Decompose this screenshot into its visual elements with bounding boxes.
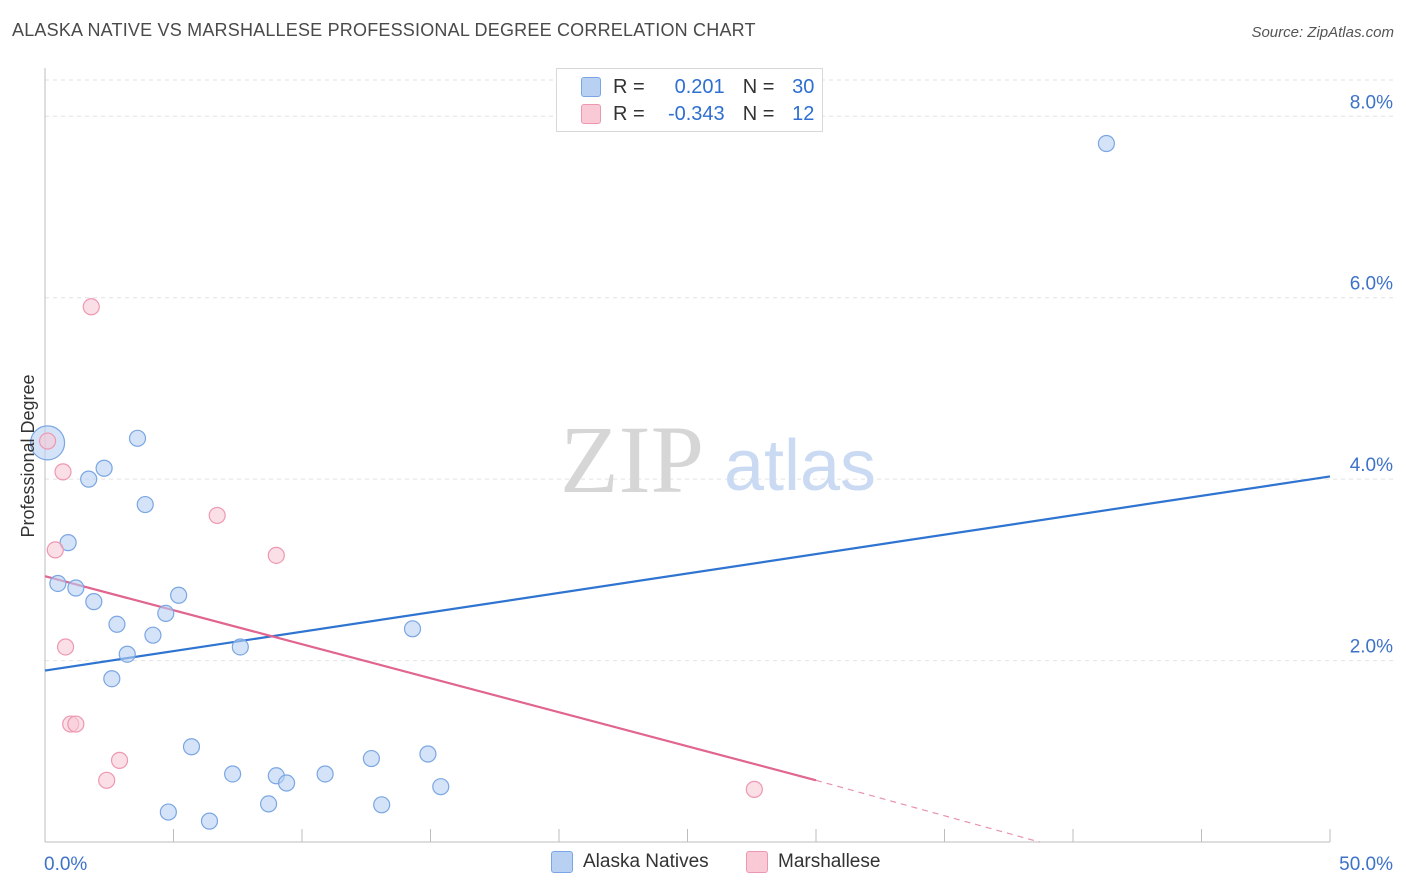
- series-legend: Alaska Natives Marshallese: [0, 851, 1406, 877]
- trend-line-alaska-natives: [44, 475, 1331, 672]
- legend-label-alaska-natives: Alaska Natives: [583, 851, 709, 872]
- legend-swatch-blue: [581, 77, 601, 97]
- legend-label-marshallese: Marshallese: [778, 851, 881, 872]
- point-alaska-natives: [103, 670, 121, 688]
- point-alaska-natives: [59, 534, 77, 552]
- x-tick-label-max: 50.0%: [1339, 854, 1393, 875]
- legend-row-alaska-natives: R = 0.201 N = 30: [581, 74, 814, 100]
- point-alaska-natives: [200, 812, 219, 830]
- point-alaska-natives: [49, 574, 67, 593]
- data-points: [29, 134, 1116, 830]
- point-alaska-natives: [157, 604, 175, 623]
- source-label: Source: ZipAtlas.com: [1251, 24, 1394, 41]
- chart-title: ALASKA NATIVE VS MARSHALLESE PROFESSIONA…: [12, 20, 756, 40]
- watermark: ZIP atlas: [560, 406, 876, 513]
- legend-n-value: 30: [792, 75, 815, 98]
- point-alaska-natives: [144, 626, 162, 644]
- correlation-legend: R = 0.201 N = 30 R = -0.343 N = 12: [556, 68, 823, 132]
- point-alaska-natives: [277, 774, 296, 792]
- point-marshallese: [745, 780, 763, 798]
- point-alaska-natives: [403, 620, 422, 638]
- trend-line-marshallese-extension: [815, 779, 1040, 843]
- legend-item-marshallese[interactable]: Marshallese: [746, 851, 880, 873]
- trend-lines: [44, 475, 1331, 843]
- y-tick-label: 4.0%: [1350, 455, 1393, 476]
- point-alaska-natives: [159, 803, 177, 821]
- point-alaska-natives: [170, 586, 188, 604]
- point-marshallese: [82, 298, 100, 316]
- point-alaska-natives: [419, 745, 437, 763]
- point-marshallese: [110, 751, 129, 769]
- point-alaska-natives: [224, 765, 242, 783]
- point-alaska-natives: [182, 738, 201, 756]
- legend-n-label: N =: [742, 75, 775, 98]
- watermark-zip: ZIP: [560, 406, 704, 513]
- point-alaska-natives: [1097, 134, 1116, 153]
- point-alaska-natives: [118, 645, 136, 663]
- watermark-atlas: atlas: [724, 426, 876, 506]
- point-alaska-natives: [362, 749, 380, 768]
- point-alaska-natives: [67, 579, 85, 597]
- point-marshallese: [98, 771, 116, 789]
- legend-swatch-pink: [746, 851, 768, 873]
- point-alaska-natives: [108, 615, 126, 633]
- y-tick-label: 6.0%: [1350, 274, 1393, 295]
- legend-item-alaska-natives[interactable]: Alaska Natives: [551, 851, 709, 873]
- legend-r-label: R =: [613, 75, 645, 98]
- point-alaska-natives: [231, 638, 249, 656]
- legend-swatch-pink: [581, 104, 601, 124]
- point-alaska-natives: [128, 429, 147, 447]
- point-marshallese: [56, 638, 75, 656]
- point-marshallese: [208, 506, 226, 525]
- y-tick-label: 2.0%: [1350, 637, 1393, 658]
- x-tick-label-min: 0.0%: [44, 854, 87, 875]
- legend-r-value: -0.343: [667, 102, 725, 125]
- point-alaska-natives: [259, 795, 278, 813]
- legend-n-label: N =: [742, 102, 775, 125]
- point-alaska-natives: [95, 459, 113, 477]
- point-marshallese: [46, 541, 64, 559]
- grid-lines: [45, 79, 1393, 662]
- legend-n-value: 12: [792, 102, 815, 125]
- point-alaska-natives: [85, 593, 103, 611]
- legend-r-value: 0.201: [674, 75, 725, 98]
- point-alaska-natives: [373, 796, 391, 814]
- point-marshallese: [38, 432, 57, 450]
- legend-r-label: R =: [613, 102, 645, 125]
- y-tick-label: 8.0%: [1350, 92, 1393, 113]
- legend-row-marshallese: R = -0.343 N = 12: [581, 101, 814, 127]
- axis-labels: Professional Degree 0.0% 50.0% 2.0% 4.0% 6…: [18, 92, 1393, 875]
- point-alaska-natives: [136, 495, 154, 514]
- y-axis-title: Professional Degree: [18, 374, 38, 537]
- point-alaska-natives: [432, 778, 450, 796]
- point-marshallese: [67, 715, 85, 733]
- point-alaska-natives: [316, 765, 334, 783]
- point-marshallese: [267, 546, 285, 564]
- point-marshallese: [54, 463, 72, 481]
- point-alaska-natives: [80, 470, 98, 488]
- legend-swatch-blue: [551, 851, 573, 873]
